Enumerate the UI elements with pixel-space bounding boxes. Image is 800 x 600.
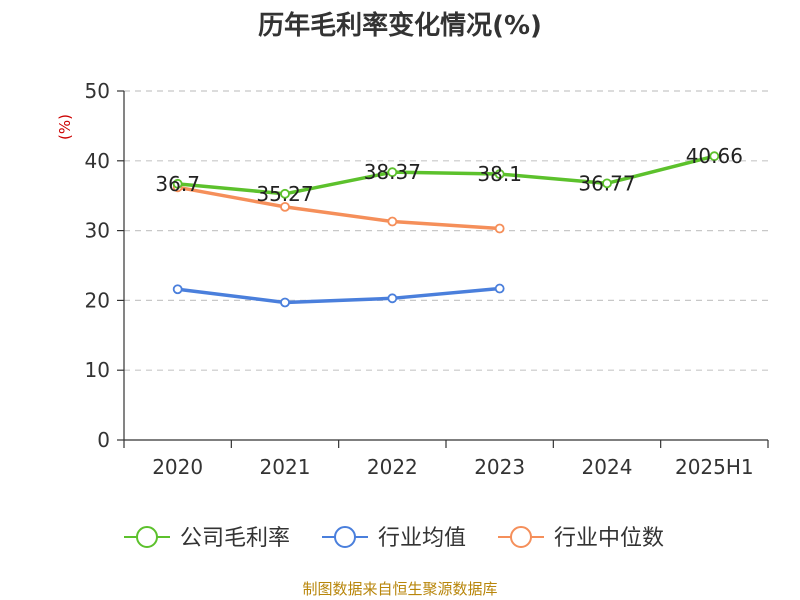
y-tick-label: 0 — [97, 428, 110, 452]
legend: 公司毛利率 行业均值 行业中位数 — [124, 526, 664, 551]
x-tick-label: 2022 — [367, 455, 418, 479]
data-point — [280, 297, 290, 308]
legend-item: 行业中位数 — [498, 526, 664, 551]
y-axis-label: (%) — [56, 114, 74, 140]
data-point — [494, 283, 505, 294]
source-note: 制图数据来自恒生聚源数据库 — [302, 580, 497, 598]
data-point — [494, 169, 505, 179]
data-point — [280, 201, 290, 212]
data-point — [172, 284, 183, 295]
legend-label: 行业中位数 — [554, 526, 664, 551]
y-tick-label: 50 — [85, 79, 110, 103]
axes: 0 10 20 30 40 50 2020 2021 2022 2023 2024 2025H1 — [85, 79, 769, 479]
data-label: 38.1 — [477, 162, 522, 186]
data-label: 35.27 — [256, 182, 313, 206]
data-point — [602, 178, 612, 189]
data-label: 40.66 — [686, 144, 743, 168]
legend-label: 行业均值 — [378, 526, 466, 551]
y-tick-label: 20 — [85, 288, 110, 312]
y-tick-label: 30 — [85, 219, 110, 243]
gridlines — [124, 90, 768, 371]
x-tick-label: 2025H1 — [675, 455, 754, 479]
series-line — [175, 185, 502, 231]
x-tick-label: 2023 — [474, 455, 525, 479]
x-tick-label: 2021 — [260, 455, 311, 479]
series-line — [175, 286, 502, 305]
data-point — [387, 216, 398, 227]
y-tick-label: 10 — [85, 358, 110, 382]
x-tick-label: 2020 — [152, 455, 203, 479]
y-tick-label: 40 — [85, 149, 110, 173]
data-point — [494, 223, 505, 234]
series-lines — [172, 151, 720, 308]
legend-label: 公司毛利率 — [180, 526, 290, 551]
data-label: 36.7 — [155, 172, 200, 196]
data-point — [172, 178, 183, 189]
legend-item: 公司毛利率 — [124, 526, 290, 551]
data-label: 38.37 — [364, 160, 421, 184]
x-tick-label: 2024 — [582, 455, 633, 479]
data-point — [387, 293, 398, 304]
legend-item: 行业均值 — [322, 526, 466, 551]
legend-marker — [334, 526, 356, 548]
data-point — [709, 151, 720, 162]
chart-title: 历年毛利率变化情况(%) — [258, 10, 542, 41]
data-label: 36.77 — [578, 171, 635, 195]
series-line — [175, 154, 717, 196]
data-point — [280, 188, 290, 199]
legend-marker — [136, 526, 158, 548]
data-labels: 36.7 35.27 38.37 38.1 36.77 40.66 — [155, 144, 743, 206]
legend-marker — [510, 526, 532, 548]
data-point — [387, 167, 398, 178]
